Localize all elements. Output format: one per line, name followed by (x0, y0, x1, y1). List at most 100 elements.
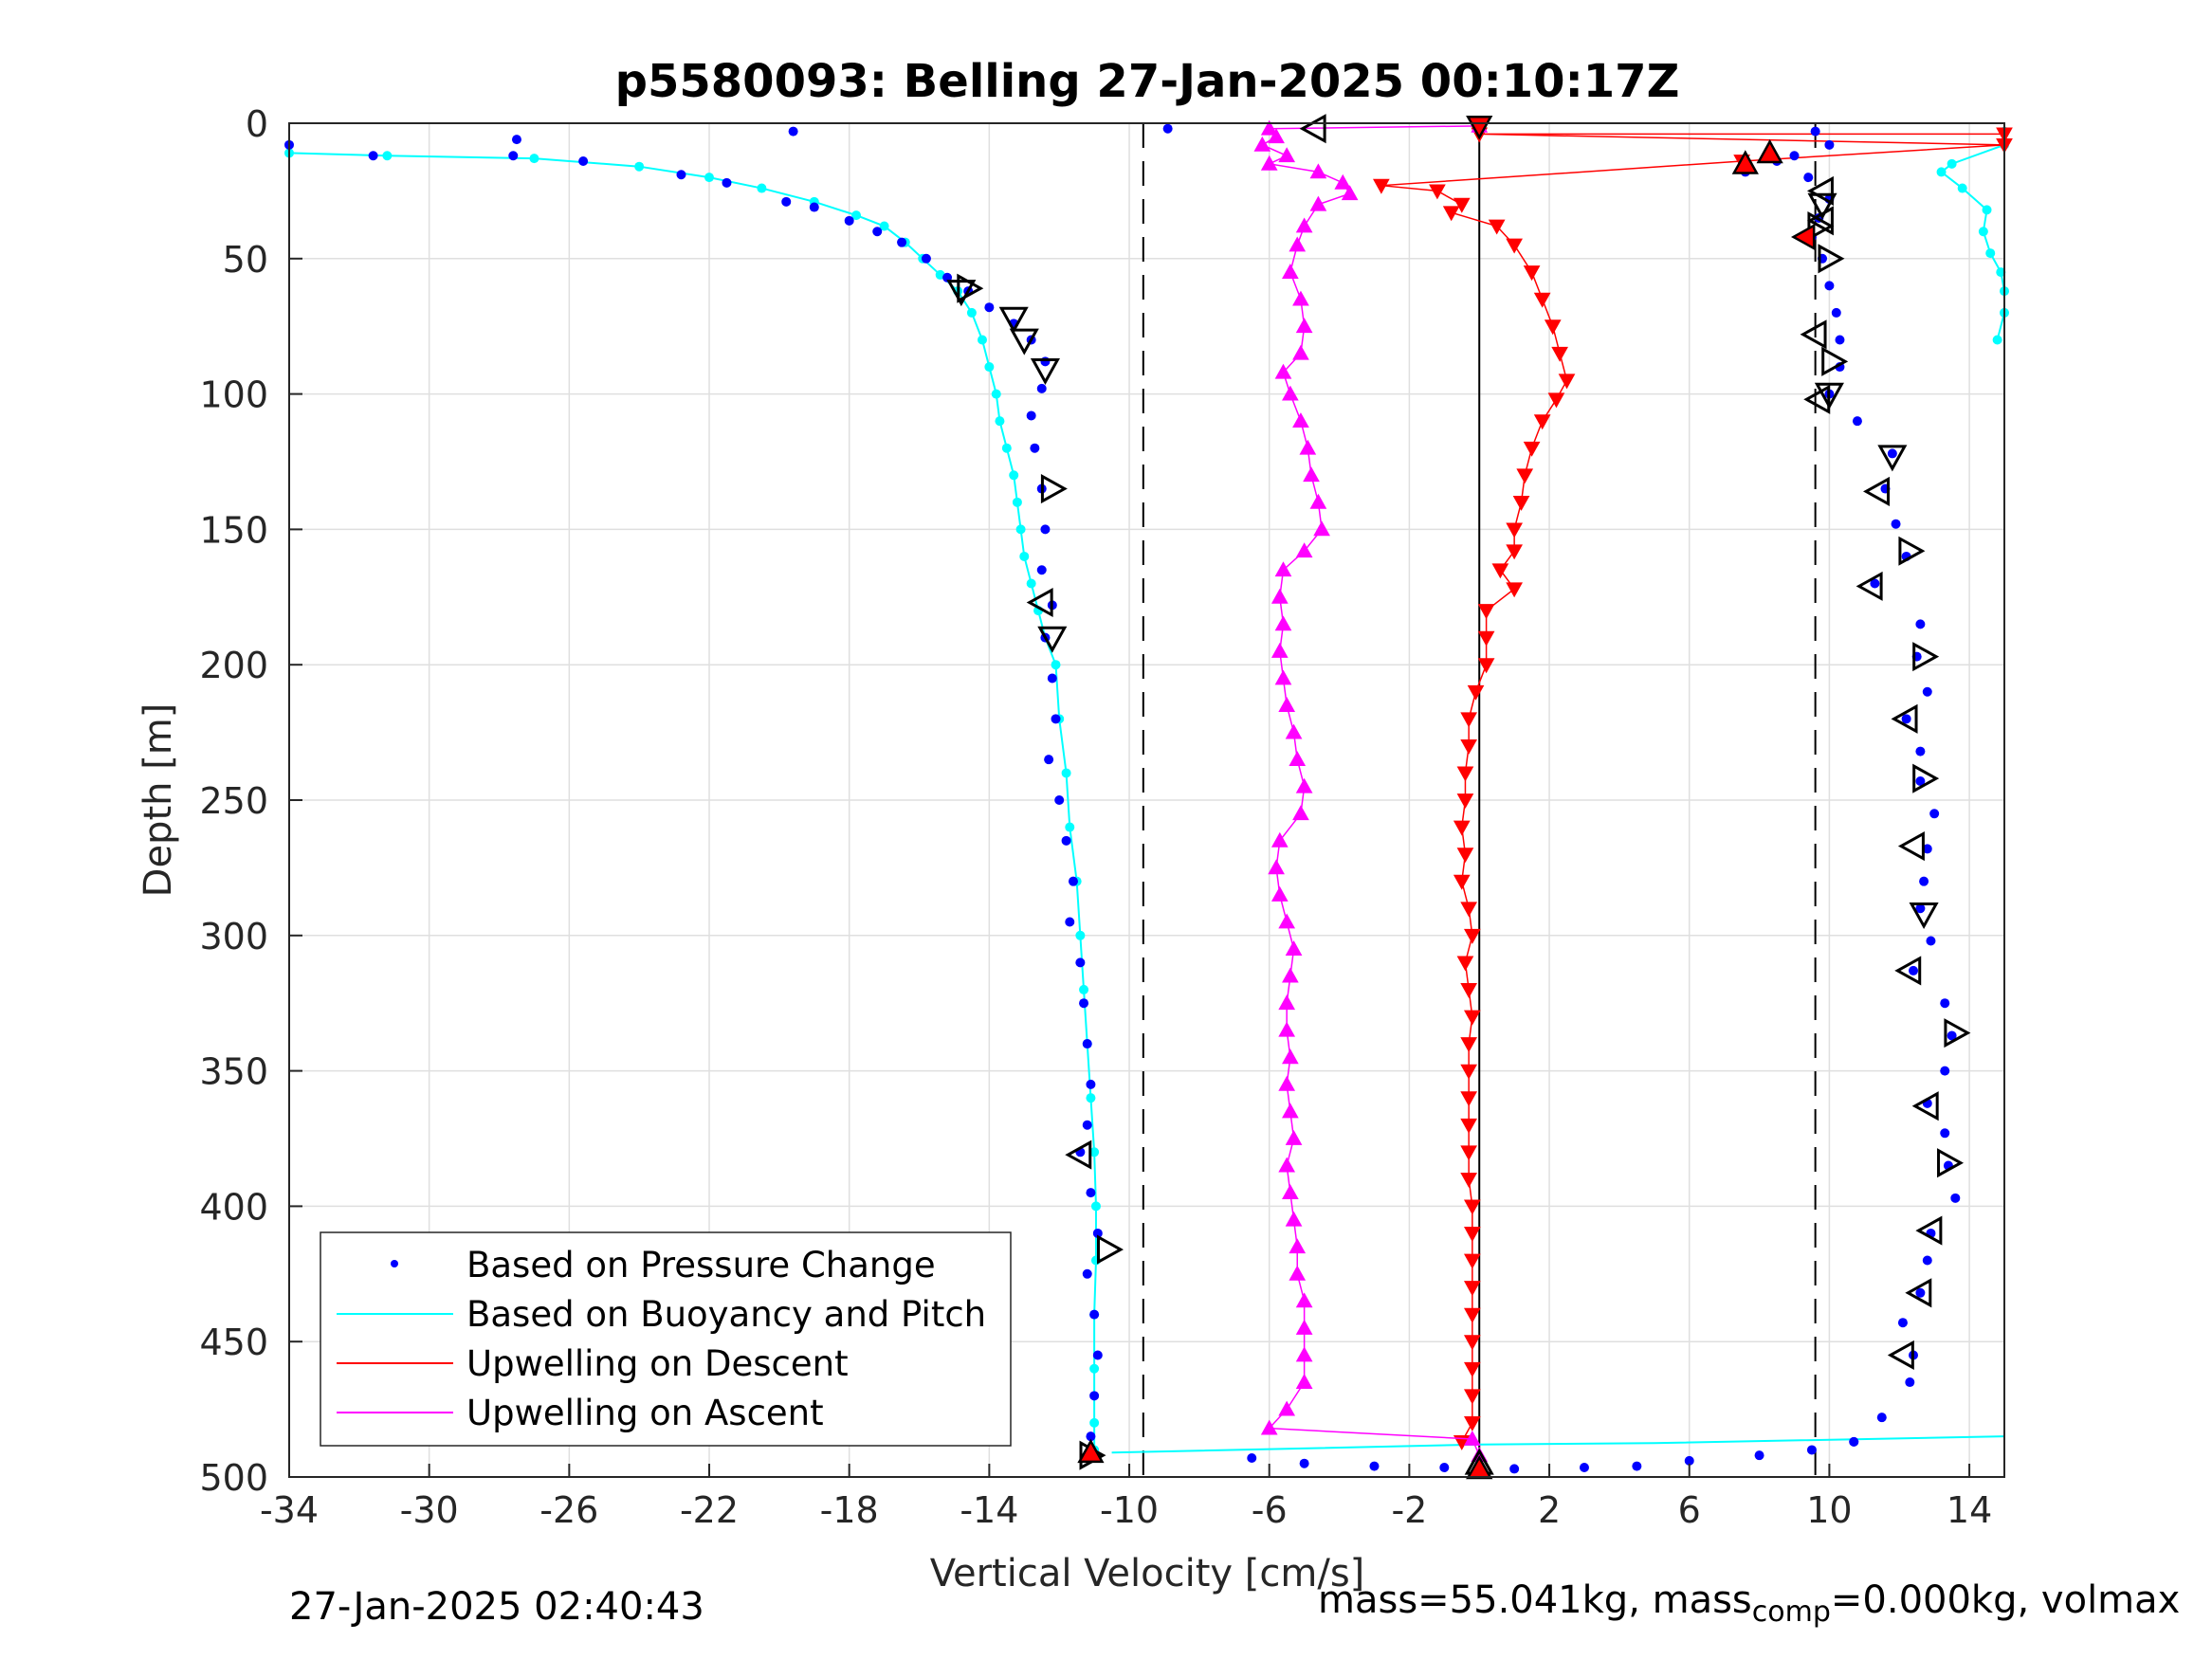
pressure-point (1089, 1391, 1100, 1401)
upwelling-ascent-point (1285, 1129, 1303, 1145)
upwelling-descent-point (1463, 1253, 1481, 1269)
upwelling-ascent-point (1253, 136, 1271, 152)
open-triangle-marker (1009, 328, 1039, 356)
upwelling-ascent-point (1260, 155, 1278, 171)
pressure-point (1754, 1450, 1764, 1461)
buoyancy-point (1947, 158, 1957, 169)
open-triangle-marker (1894, 956, 1922, 986)
pressure-point (1922, 1255, 1932, 1266)
upwelling-ascent-point (1295, 542, 1313, 558)
upwelling-descent-point (1373, 178, 1390, 194)
buoyancy-point (1009, 470, 1019, 481)
pressure-point (1684, 1455, 1694, 1466)
open-triangle-marker (1803, 384, 1831, 414)
upwelling-ascent-point (1278, 994, 1296, 1011)
upwelling-ascent-point (1268, 859, 1285, 875)
open-triangle-marker (1096, 1234, 1124, 1265)
open-triangle-marker (1856, 571, 1883, 601)
upwelling-descent-point (1488, 219, 1506, 235)
y-tick-label: 50 (223, 239, 268, 281)
pressure-point (722, 177, 732, 188)
open-triangle-marker (957, 273, 984, 303)
upwelling-descent-point (1506, 582, 1523, 598)
open-triangle-marker (1891, 703, 1918, 734)
pressure-point (1852, 416, 1862, 427)
pressure-point (1509, 1464, 1520, 1474)
open-triangle-marker (1807, 192, 1837, 220)
pressure-point (1915, 1287, 1926, 1298)
pressure-point (1579, 1463, 1589, 1473)
open-triangle-marker (1877, 445, 1908, 472)
pressure-point (1036, 383, 1047, 393)
pressure-point (1082, 1039, 1092, 1049)
pressure-point (1299, 1458, 1309, 1468)
pressure-point (1810, 126, 1820, 137)
upwelling-descent-point (1463, 1415, 1481, 1431)
pressure-point (1086, 1431, 1096, 1442)
upwelling-descent-point (1460, 902, 1477, 918)
open-triangle-marker (1897, 831, 1925, 862)
pressure-point (1915, 619, 1926, 629)
pressure-point (578, 155, 589, 166)
open-triangle-marker (1937, 1148, 1965, 1178)
upwelling-descent-point (1429, 184, 1446, 200)
x-tick-label: -22 (680, 1489, 739, 1531)
buoyancy-point (1001, 443, 1012, 453)
pressure-point (1065, 917, 1075, 927)
open-triangle-marker (1905, 1278, 1932, 1308)
red-event-marker (1731, 150, 1759, 174)
upwelling-ascent-point (1278, 147, 1296, 163)
open-triangle-marker (1911, 1091, 1939, 1121)
upwelling-descent-point (1477, 658, 1495, 674)
buoyancy-point (1086, 1093, 1096, 1103)
pressure-point (1870, 578, 1880, 589)
pressure-point (872, 227, 883, 237)
pressure-point (1047, 673, 1057, 684)
buoyancy-point (991, 389, 1001, 399)
buoyancy-point (529, 154, 539, 164)
buoyancy-point (1079, 984, 1089, 994)
upwelling-descent-point (1516, 468, 1534, 484)
upwelling-descent-point (1456, 848, 1474, 864)
upwelling-descent-point (1463, 1227, 1481, 1242)
buoyancy-point (1957, 183, 1967, 193)
upwelling-ascent-point (1285, 940, 1303, 956)
upwelling-descent-point (1463, 1335, 1481, 1351)
upwelling-descent-point (1551, 346, 1568, 362)
upwelling-ascent-point (1292, 412, 1309, 428)
buoyancy-point (984, 362, 995, 373)
pressure-point (1922, 686, 1932, 697)
pressure-point (1369, 1461, 1380, 1471)
buoyancy-point (1051, 660, 1061, 670)
y-axis-label: Depth [m] (137, 703, 180, 898)
y-tick-label: 250 (199, 780, 268, 822)
open-triangle-marker (1065, 1139, 1092, 1170)
upwelling-descent-point (1523, 441, 1541, 457)
pressure-point (1835, 335, 1845, 345)
buoyancy-point (1065, 822, 1075, 832)
upwelling-ascent-point (1260, 1419, 1278, 1435)
pressure-point (809, 202, 819, 212)
x-tick-label: -6 (1252, 1489, 1288, 1531)
pressure-point (368, 151, 378, 161)
open-triangle-marker (1040, 474, 1068, 504)
y-tick-label: 500 (199, 1457, 268, 1499)
upwelling-ascent-point (1278, 1400, 1296, 1416)
upwelling-descent-point (1463, 1010, 1481, 1026)
pressure-point (788, 126, 798, 137)
pressure-point (1901, 714, 1911, 724)
pressure-point (1247, 1453, 1257, 1464)
pressure-point (1905, 1377, 1915, 1388)
upwelling-descent-point (1460, 1037, 1477, 1053)
upwelling-ascent-point (1309, 493, 1327, 509)
upwelling-descent-point (1558, 374, 1576, 390)
upwelling-ascent-point (1285, 723, 1303, 739)
buoyancy-point (995, 416, 1005, 427)
upwelling-descent-point (1533, 292, 1551, 308)
legend-label: Based on Buoyancy and Pitch (466, 1294, 986, 1335)
pressure-point (1915, 903, 1926, 914)
upwelling-descent-point (1460, 1091, 1477, 1107)
open-triangle-marker (1818, 244, 1845, 274)
upwelling-ascent-point (1303, 466, 1320, 483)
